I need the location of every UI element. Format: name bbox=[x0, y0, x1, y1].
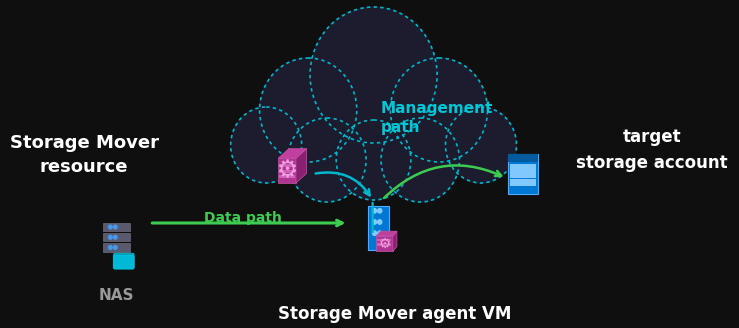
Text: ⚙: ⚙ bbox=[378, 237, 391, 251]
Bar bbox=[279, 164, 295, 167]
Bar bbox=[508, 154, 538, 162]
Polygon shape bbox=[278, 149, 307, 158]
Circle shape bbox=[372, 209, 377, 213]
Circle shape bbox=[378, 209, 382, 213]
Polygon shape bbox=[278, 158, 296, 183]
Polygon shape bbox=[376, 231, 397, 236]
FancyBboxPatch shape bbox=[114, 256, 134, 269]
Bar bbox=[510, 172, 537, 178]
Bar bbox=[368, 206, 389, 250]
Circle shape bbox=[287, 118, 366, 202]
Text: NAS: NAS bbox=[99, 288, 134, 302]
Text: target
storage account: target storage account bbox=[576, 129, 728, 172]
Text: Storage Mover agent VM: Storage Mover agent VM bbox=[279, 305, 511, 323]
Circle shape bbox=[114, 246, 117, 249]
Bar bbox=[378, 239, 392, 241]
Bar bbox=[279, 170, 295, 173]
Circle shape bbox=[378, 231, 382, 236]
Circle shape bbox=[381, 118, 460, 202]
Bar bbox=[508, 154, 538, 194]
Text: Data path: Data path bbox=[204, 211, 282, 225]
Circle shape bbox=[446, 107, 517, 183]
Circle shape bbox=[231, 107, 302, 183]
Bar bbox=[378, 243, 392, 246]
Bar bbox=[103, 243, 130, 252]
Circle shape bbox=[378, 220, 382, 224]
Bar bbox=[103, 223, 130, 231]
Circle shape bbox=[372, 220, 377, 224]
Polygon shape bbox=[376, 236, 393, 251]
Text: Storage Mover
resource: Storage Mover resource bbox=[10, 133, 159, 176]
Circle shape bbox=[336, 120, 411, 200]
Text: ⚙: ⚙ bbox=[276, 158, 298, 182]
Circle shape bbox=[372, 231, 377, 236]
Bar bbox=[510, 164, 537, 171]
Circle shape bbox=[390, 58, 488, 162]
Bar bbox=[279, 175, 295, 178]
FancyBboxPatch shape bbox=[114, 253, 134, 268]
Circle shape bbox=[114, 236, 117, 239]
Text: Management
path: Management path bbox=[381, 101, 494, 135]
Circle shape bbox=[310, 7, 437, 143]
Circle shape bbox=[109, 225, 112, 229]
Circle shape bbox=[114, 225, 117, 229]
Bar bbox=[510, 179, 537, 186]
Circle shape bbox=[259, 58, 357, 162]
Circle shape bbox=[109, 246, 112, 249]
Circle shape bbox=[109, 236, 112, 239]
Polygon shape bbox=[296, 149, 307, 183]
Bar bbox=[103, 233, 130, 241]
Polygon shape bbox=[393, 231, 397, 251]
